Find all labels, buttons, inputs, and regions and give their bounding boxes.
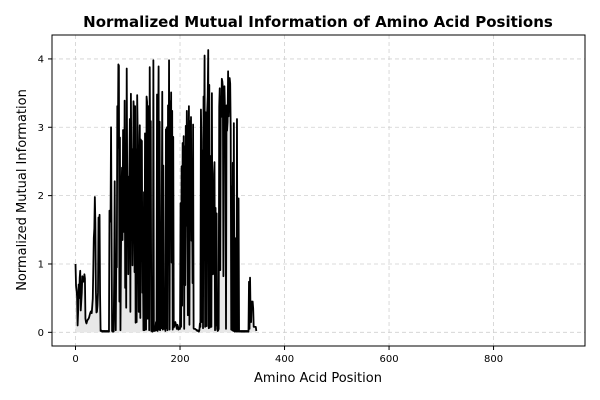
x-tick-label: 400 — [275, 354, 294, 365]
y-axis-ticks: 0 1 2 3 4 — [38, 54, 52, 339]
y-tick-label: 3 — [38, 123, 44, 134]
series-line — [74, 49, 258, 333]
chart-title: Normalized Mutual Information of Amino A… — [83, 13, 553, 31]
x-tick-label: 800 — [484, 354, 503, 365]
y-tick-label: 0 — [38, 328, 44, 339]
x-tick-label: 0 — [72, 354, 78, 365]
y-axis-label: Normalized Mutual Information — [15, 89, 30, 291]
x-tick-label: 600 — [379, 354, 398, 365]
plot-frame — [51, 34, 586, 347]
grid — [52, 35, 585, 346]
y-tick-label: 1 — [38, 259, 44, 270]
y-tick-label: 4 — [38, 54, 44, 65]
x-axis-ticks: 0 200 400 600 800 — [72, 346, 503, 365]
x-axis-label: Amino Acid Position — [254, 371, 382, 386]
y-tick-label: 2 — [38, 191, 44, 202]
x-tick-label: 200 — [170, 354, 189, 365]
